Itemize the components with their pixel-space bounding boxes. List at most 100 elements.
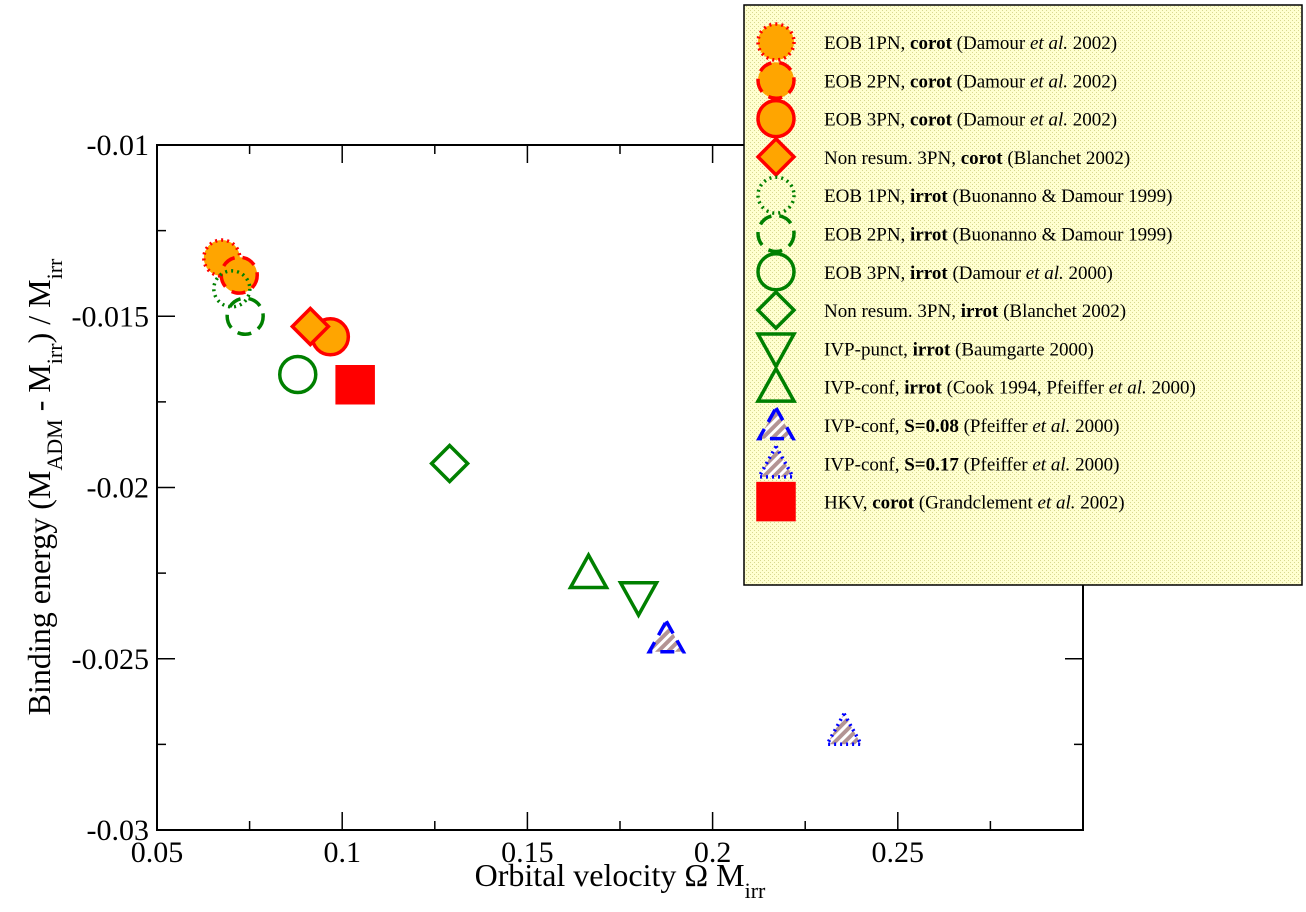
legend-label-part: EOB 2PN, (824, 225, 910, 246)
legend-box (743, 4, 1303, 586)
x-axis-label-main: Orbital velocity Ω M (475, 857, 745, 893)
legend-marker (756, 98, 796, 139)
legend-marker (756, 60, 796, 101)
x-axis-label-sub: irr (745, 878, 766, 903)
legend-label-part: 2000) (1147, 378, 1196, 399)
legend-label-part: (Damour (952, 71, 1030, 92)
data-point (567, 551, 610, 590)
y-tick-label: -0.02 (87, 472, 150, 505)
legend-marker (755, 136, 797, 178)
data-point (617, 580, 660, 619)
legend-marker (756, 404, 796, 441)
legend-label-part: et al. (1032, 454, 1070, 475)
legend-label-part: (Grandclement (914, 493, 1037, 514)
legend-label-part: IVP-conf, (824, 378, 904, 399)
legend-label-part: corot (961, 148, 1004, 169)
x-tick-label: 0.25 (872, 836, 925, 869)
y-axis-label-p2: - M (21, 364, 57, 419)
legend-label: IVP-conf, irrot (Cook 1994, Pfeiffer et … (824, 378, 1196, 399)
data-point (289, 306, 331, 347)
y-tick-label: -0.01 (87, 129, 150, 162)
legend-label: EOB 3PN, irrot (Damour et al. 2000) (824, 263, 1113, 284)
data-point (646, 617, 687, 654)
legend-label-part: Non resum. 3PN, (824, 148, 961, 169)
legend-marker (756, 481, 796, 522)
legend-label: HKV, corot (Grandclement et al. 2002) (824, 493, 1125, 514)
legend-label-part: EOB 3PN, (824, 263, 910, 284)
x-axis-label: Orbital velocity Ω Mirr (475, 857, 766, 903)
legend-label-part: 2002) (1076, 493, 1125, 514)
legend-label-part: 2002) (1068, 110, 1117, 131)
legend-label-part: 2000) (1070, 416, 1119, 437)
legend-label: EOB 2PN, corot (Damour et al. 2002) (824, 71, 1117, 92)
y-axis-label-s1: ADM (42, 419, 67, 470)
legend-label-part: irrot (904, 378, 942, 399)
data-point (212, 269, 252, 309)
legend-label-part: irrot (913, 339, 951, 360)
legend-label-part: 2000) (1064, 263, 1113, 284)
legend-label-part: et al. (1030, 110, 1068, 131)
legend-label-part: et al. (1026, 263, 1064, 284)
legend-label: EOB 3PN, corot (Damour et al. 2002) (824, 110, 1117, 131)
legend-marker (755, 289, 797, 331)
legend-label-part: IVP-conf, (824, 416, 904, 437)
y-axis-label-s3: irr (42, 258, 67, 279)
legend-marker (756, 213, 796, 254)
legend-label-part: Non resum. 3PN, (824, 301, 961, 322)
legend-label: Non resum. 3PN, corot (Blanchet 2002) (824, 148, 1130, 169)
legend-label-part: (Blanchet 2002) (998, 301, 1126, 322)
data-point (278, 354, 318, 395)
y-axis-label-p1: Binding energy (M (21, 471, 57, 716)
x-tick-label: 0.15 (501, 836, 554, 869)
legend-marker (756, 22, 796, 62)
legend-label-part: (Blanchet 2002) (1003, 148, 1131, 169)
legend-label: IVP-conf, S=0.08 (Pfeiffer et al. 2000) (824, 416, 1119, 437)
legend-label: IVP-punct, irrot (Baumgarte 2000) (824, 339, 1094, 360)
legend-label-part: et al. (1030, 71, 1068, 92)
legend-label: EOB 2PN, irrot (Buonanno & Damour 1999) (824, 225, 1173, 246)
legend-label-part: et al. (1032, 416, 1070, 437)
legend-label-part: 2002) (1068, 71, 1117, 92)
legend-label-part: irrot (910, 225, 948, 246)
y-axis-label: Binding energy (MADM - Mirr) / Mirr (21, 258, 67, 715)
legend-label-part: corot (910, 33, 953, 54)
legend-marker (755, 365, 797, 403)
legend-label-part: EOB 1PN, (824, 186, 910, 207)
legend-label-part: (Pfeiffer (959, 454, 1033, 475)
legend-label-part: (Buonanno & Damour 1999) (948, 225, 1173, 246)
tick-labels: 0.05 0.1 0.15 0.2 0.25 -0.03 -0.025 -0.02 -0.015… (72, 129, 925, 869)
legend-label-part: irrot (910, 263, 948, 284)
legend-label-part: EOB 1PN, (824, 33, 910, 54)
legend-label: EOB 1PN, irrot (Buonanno & Damour 1999) (824, 186, 1173, 207)
legend-label-part: irrot (961, 301, 999, 322)
legend-label-part: IVP-punct, (824, 339, 913, 360)
y-axis-label-s2: irr (42, 343, 67, 364)
data-points (202, 238, 865, 747)
y-tick-label: -0.015 (72, 300, 150, 333)
data-point (824, 710, 865, 747)
legend-label-part: et al. (1038, 493, 1076, 514)
legend-label-part: irrot (910, 186, 948, 207)
x-tick-label: 0.2 (694, 836, 732, 869)
legend-label-part: EOB 3PN, (824, 110, 910, 131)
legend-label-part: et al. (1109, 378, 1147, 399)
legend-marker (755, 332, 797, 371)
legend-label-part: EOB 2PN, (824, 71, 910, 92)
y-axis-label-p3: ) / M (21, 279, 57, 343)
data-point (429, 443, 471, 484)
data-point (219, 255, 259, 295)
y-tick-label: -0.025 (72, 643, 150, 676)
legend-label-part: (Pfeiffer (959, 416, 1033, 437)
legend: EOB 1PN, corot (Damour et al. 2002)EOB 2… (743, 4, 1303, 586)
legend-label-part: 2002) (1068, 33, 1117, 54)
y-tick-label: -0.03 (87, 814, 150, 847)
legend-label-part: (Buonanno & Damour 1999) (948, 186, 1173, 207)
legend-label-part: (Damour (948, 263, 1026, 284)
legend-marker (756, 175, 796, 215)
legend-label-part: (Damour (952, 110, 1030, 131)
data-point (225, 296, 265, 336)
legend-label: EOB 1PN, corot (Damour et al. 2002) (824, 33, 1117, 54)
legend-label-part: 2000) (1070, 454, 1119, 475)
legend-label-part: (Damour (952, 33, 1030, 54)
